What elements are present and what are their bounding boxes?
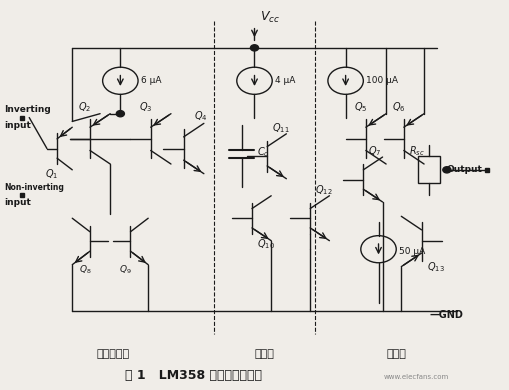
Bar: [418, 156, 440, 183]
Text: $Q_6$: $Q_6$: [392, 100, 406, 113]
Text: Inverting: Inverting: [4, 105, 51, 114]
Text: $Q_{13}$: $Q_{13}$: [427, 261, 444, 274]
Circle shape: [250, 45, 259, 51]
Text: 输出级: 输出级: [386, 349, 406, 359]
Text: $C_c$: $C_c$: [257, 145, 269, 159]
Text: 图 1   LM358 内部电路原理图: 图 1 LM358 内部电路原理图: [125, 369, 262, 381]
Text: 差分输入级: 差分输入级: [96, 349, 129, 359]
Text: 6 μA: 6 μA: [140, 76, 161, 85]
Text: input: input: [4, 121, 31, 130]
Text: $Q_5$: $Q_5$: [354, 100, 367, 113]
Text: Non-inverting: Non-inverting: [4, 183, 64, 192]
Text: 4 μA: 4 μA: [275, 76, 295, 85]
Text: $Q_{10}$: $Q_{10}$: [257, 237, 275, 251]
Text: —GND: —GND: [429, 310, 463, 320]
Text: $V_{cc}$: $V_{cc}$: [260, 9, 279, 25]
Text: 100 μA: 100 μA: [366, 76, 398, 85]
Text: input: input: [4, 198, 31, 207]
Text: $Q_1$: $Q_1$: [45, 168, 59, 181]
Text: $Q_9$: $Q_9$: [119, 263, 132, 276]
Text: $Q_{11}$: $Q_{11}$: [272, 121, 290, 135]
Text: www.elecfans.com: www.elecfans.com: [384, 374, 449, 380]
Text: 放大级: 放大级: [254, 349, 274, 359]
Text: $Q_8$: $Q_8$: [78, 263, 91, 276]
Text: $Q_4$: $Q_4$: [194, 110, 207, 123]
Text: Output: Output: [447, 165, 483, 174]
Text: $Q_7$: $Q_7$: [369, 144, 382, 158]
Circle shape: [443, 167, 451, 173]
Circle shape: [116, 111, 124, 117]
Text: $Q_3$: $Q_3$: [139, 100, 152, 113]
Text: $Q_{12}$: $Q_{12}$: [315, 183, 333, 197]
Text: $R_{sc}$: $R_{sc}$: [409, 144, 425, 158]
Text: 50 μA: 50 μA: [399, 246, 425, 256]
Text: $Q_2$: $Q_2$: [78, 100, 92, 113]
